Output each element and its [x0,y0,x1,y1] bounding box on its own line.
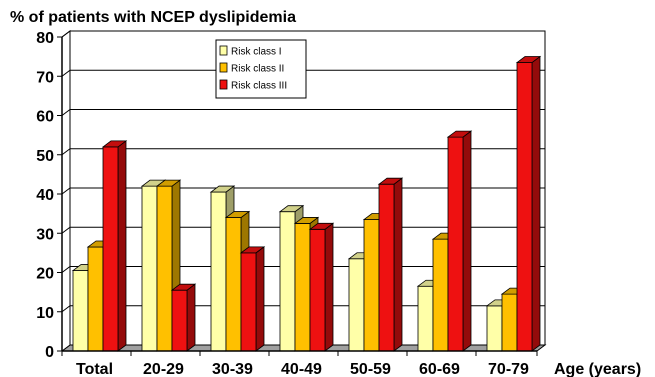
bar-top [224,211,251,218]
x-axis-label: Age (years) [554,361,641,377]
x-tick-label: 20-29 [143,361,184,377]
y-tick-label: 20 [36,266,54,283]
bar-front [378,183,395,352]
x-tick-label: Total [76,361,113,377]
x-tick-label: 30-39 [212,361,253,377]
legend-swatch [219,45,228,56]
y-tick-label: 10 [36,305,54,322]
gridline [61,30,545,38]
bar-side [393,177,403,352]
bar-front [171,289,188,352]
x-tick-label: 60-69 [419,361,460,377]
bar-top [239,246,266,254]
x-axis: Total 20-29 30-39 40-49 50-59 60-69 70-79 [61,350,538,377]
bar-front [240,252,257,352]
y-tick-label: 40 [36,187,54,204]
legend-label: Risk class III [231,81,287,92]
y-tick-label: 70 [36,69,54,86]
bar-front [348,258,365,352]
bar [446,130,473,352]
bar-top [209,185,236,193]
legend-swatch [219,62,228,73]
legend-swatch [219,79,228,90]
bar [515,55,542,352]
bar-top [101,140,128,148]
bar-top [308,222,335,230]
chart-title: % of patients with NCEP dyslipidemia [10,9,296,26]
bar [101,140,128,352]
bar-side [255,246,265,352]
gridline [61,109,545,116]
bar-top [155,179,182,187]
bar-front [516,62,533,352]
bar-front [102,146,119,352]
bars [71,55,542,352]
bar-top [170,283,197,291]
x-tick-label: 40-49 [281,361,322,377]
bar-top [278,205,305,213]
bar-front [156,185,173,352]
x-tick-label: 70-79 [488,361,529,377]
bar-front [210,191,227,352]
bar-top [293,217,320,224]
gridline [61,69,545,77]
bar-front [486,305,503,352]
bar-front [501,293,518,352]
x-tick-label: 50-59 [350,361,391,377]
bar-side [117,140,127,352]
bar-side [531,55,541,352]
y-tick-label: 0 [45,344,54,361]
y-tick-label: 30 [36,226,54,243]
bar-front [447,136,464,352]
bar-front [72,270,89,352]
y-axis: 0 10 20 30 40 50 60 70 80 [36,30,63,361]
bar-top [515,56,542,63]
bar-side [324,222,334,352]
gridline [61,148,545,156]
y-tick-label: 80 [36,30,54,47]
bar-side [462,130,472,352]
bar-front [87,246,104,352]
bar-front [141,185,158,352]
y-tick-label: 60 [36,109,54,126]
bar-front [294,223,311,352]
legend-label: Risk class II [231,64,284,75]
legend-box [215,39,307,99]
bar-top [377,177,404,185]
bar-front [279,211,296,352]
legend: Risk class I Risk class II Risk class III [215,39,307,99]
bar [377,177,404,352]
bar-front [432,238,449,352]
bar [170,283,197,352]
bar [239,246,266,352]
bar-front [309,228,326,352]
bar-top [446,130,473,138]
bar-front [363,219,380,352]
bar-front [225,217,242,352]
bar [308,222,335,352]
bar-side [186,283,196,352]
y-tick-label: 50 [36,148,54,165]
legend-label: Risk class I [231,47,282,58]
bar-front [417,285,434,352]
